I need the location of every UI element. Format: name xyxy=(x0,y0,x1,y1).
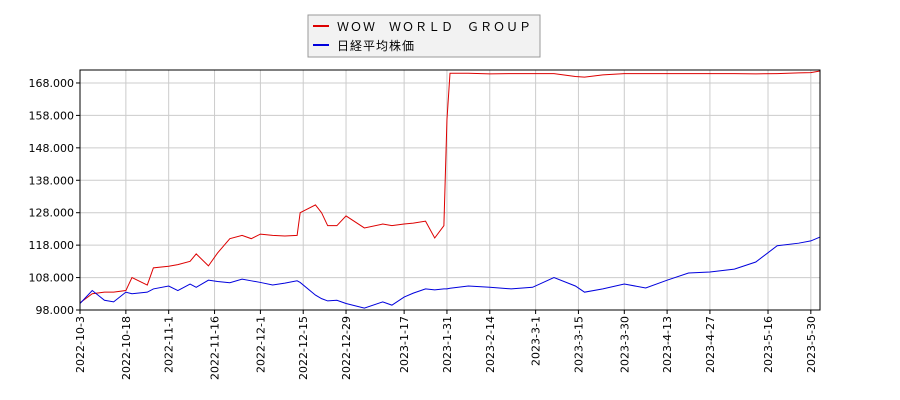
series-line xyxy=(79,70,821,304)
x-tick-label: 2022-11-1 xyxy=(163,316,176,373)
x-tick-label: 2023-1-17 xyxy=(398,316,411,373)
x-tick-label: 2023-5-30 xyxy=(805,316,818,373)
y-tick-label: 98.000 xyxy=(36,304,75,317)
x-tick-label: 2023-3-30 xyxy=(618,316,631,373)
x-tick-label: 2022-10-3 xyxy=(74,316,87,373)
x-tick-label: 2022-11-16 xyxy=(209,316,222,380)
x-tick-label: 2023-2-14 xyxy=(484,316,497,373)
series-line xyxy=(79,236,821,309)
x-tick-label: 2022-12-29 xyxy=(340,316,353,380)
plot-frame xyxy=(79,69,821,311)
legend-label: 日経平均株価 xyxy=(337,38,415,53)
y-tick-label: 118.000 xyxy=(29,239,75,252)
x-tick-label: 2022-12-15 xyxy=(297,316,310,380)
x-tick-label: 2023-1-31 xyxy=(441,316,454,373)
x-tick-label: 2022-12-1 xyxy=(254,316,267,373)
x-tick-label: 2023-5-16 xyxy=(762,316,775,373)
x-tick-label: 2023-3-15 xyxy=(572,316,585,373)
legend-box xyxy=(307,14,541,58)
y-tick-label: 158.000 xyxy=(29,109,75,122)
x-tick-label: 2023-4-27 xyxy=(704,316,717,373)
y-tick-label: 138.000 xyxy=(29,174,75,187)
y-tick-label: 128.000 xyxy=(29,207,75,220)
x-tick-label: 2022-10-18 xyxy=(120,316,133,380)
y-tick-label: 168.000 xyxy=(29,77,75,90)
y-tick-label: 148.000 xyxy=(29,142,75,155)
legend-label: ＷＯＷ ＷＯＲＬＤ ＧＲＯＵＰ xyxy=(337,20,532,34)
y-tick-label: 108.000 xyxy=(29,272,75,285)
x-tick-label: 2023-3-1 xyxy=(530,316,543,366)
x-tick-label: 2023-4-13 xyxy=(661,316,674,373)
